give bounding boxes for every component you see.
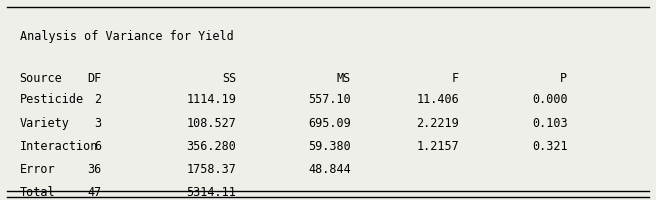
Text: 11.406: 11.406 [417, 93, 459, 106]
Text: 1114.19: 1114.19 [186, 93, 236, 106]
Text: 108.527: 108.527 [186, 116, 236, 129]
Text: 1758.37: 1758.37 [186, 162, 236, 175]
Text: 36: 36 [87, 162, 102, 175]
Text: Error: Error [20, 162, 55, 175]
Text: 0.321: 0.321 [532, 139, 567, 152]
Text: F: F [452, 72, 459, 85]
Text: Analysis of Variance for Yield: Analysis of Variance for Yield [20, 30, 234, 43]
Text: 5314.11: 5314.11 [186, 185, 236, 198]
Text: 2.2219: 2.2219 [417, 116, 459, 129]
Text: SS: SS [222, 72, 236, 85]
Text: Pesticide: Pesticide [20, 93, 84, 106]
Text: Source: Source [20, 72, 62, 85]
Text: 59.380: 59.380 [308, 139, 351, 152]
Text: DF: DF [87, 72, 102, 85]
Text: 2: 2 [94, 93, 102, 106]
Text: 48.844: 48.844 [308, 162, 351, 175]
Text: Interaction: Interaction [20, 139, 98, 152]
Text: MS: MS [337, 72, 351, 85]
Text: 0.000: 0.000 [532, 93, 567, 106]
Text: 3: 3 [94, 116, 102, 129]
Text: 557.10: 557.10 [308, 93, 351, 106]
Text: Total: Total [20, 185, 55, 198]
Text: 0.103: 0.103 [532, 116, 567, 129]
Text: P: P [560, 72, 567, 85]
Text: 356.280: 356.280 [186, 139, 236, 152]
Text: 47: 47 [87, 185, 102, 198]
Text: 695.09: 695.09 [308, 116, 351, 129]
Text: Variety: Variety [20, 116, 70, 129]
Text: 6: 6 [94, 139, 102, 152]
Text: 1.2157: 1.2157 [417, 139, 459, 152]
